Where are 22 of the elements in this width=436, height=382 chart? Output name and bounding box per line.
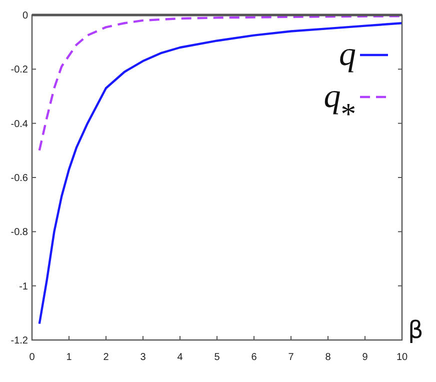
y-tick-label: -1 <box>19 281 28 292</box>
x-tick-label: 2 <box>103 352 110 363</box>
x-tick-label: 1 <box>66 352 72 363</box>
y-tick-label: -0.8 <box>10 227 28 238</box>
x-tick-label: 8 <box>325 352 332 363</box>
y-tick-label: -0.4 <box>10 118 28 130</box>
y-tick-label: -0.2 <box>10 64 28 76</box>
y-tick-label: 0 <box>22 10 28 22</box>
x-tick-label: 9 <box>362 352 368 363</box>
x-tick-label: 7 <box>288 352 294 363</box>
legend-label: q$_{*}$ <box>324 78 356 131</box>
x-tick-label: 10 <box>396 352 408 363</box>
legend-label: q <box>339 36 356 73</box>
x-tick-label: 4 <box>177 352 184 363</box>
x-tick-label: 0 <box>29 352 36 363</box>
y-tick-label: -1.2 <box>10 336 28 346</box>
x-tick-label: 5 <box>214 352 220 363</box>
x-tick-label: 3 <box>140 352 146 363</box>
x-axis-title: β <box>408 316 424 344</box>
line-series <box>38 22 404 325</box>
x-tick-label: 6 <box>251 352 258 363</box>
y-tick-label: -0.6 <box>10 173 28 184</box>
